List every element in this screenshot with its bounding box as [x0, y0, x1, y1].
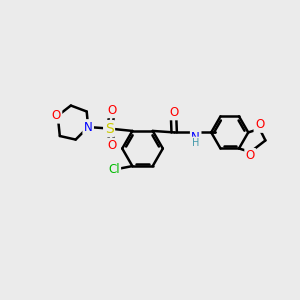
Text: O: O — [107, 104, 117, 117]
Text: S: S — [105, 122, 113, 136]
Text: N: N — [84, 121, 93, 134]
Text: O: O — [107, 139, 117, 152]
Text: O: O — [169, 106, 178, 119]
Text: O: O — [246, 149, 255, 162]
Text: N: N — [191, 131, 200, 144]
Text: H: H — [192, 138, 200, 148]
Text: Cl: Cl — [108, 163, 120, 176]
Text: O: O — [52, 109, 61, 122]
Text: O: O — [255, 118, 264, 131]
